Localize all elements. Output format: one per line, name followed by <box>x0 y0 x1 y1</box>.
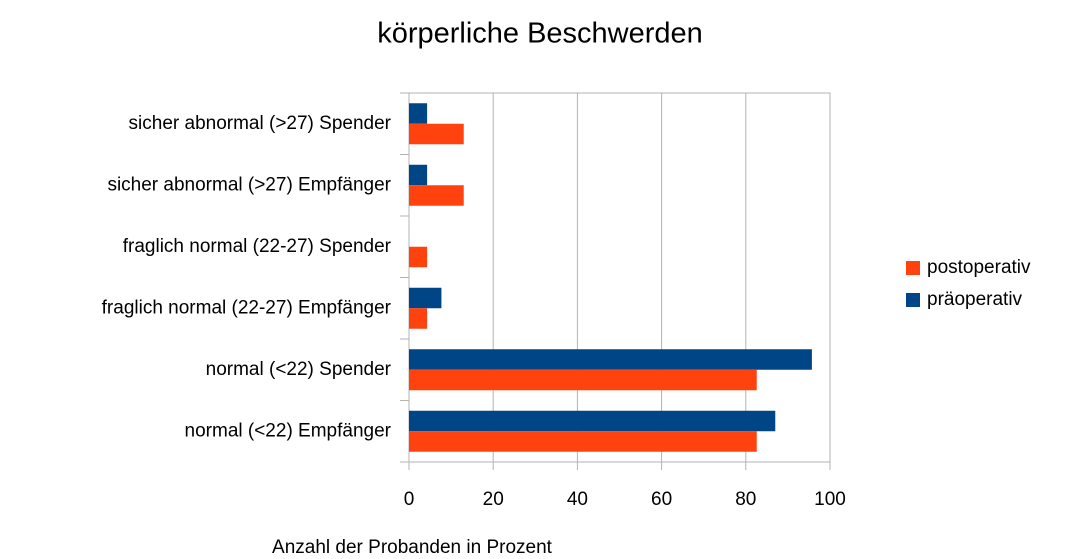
y-tick-label: sicher abnormal (>27) Spender <box>129 113 392 134</box>
plot-frame <box>408 92 831 463</box>
legend-swatch <box>906 293 920 307</box>
bar <box>409 185 464 206</box>
x-tick-label: 40 <box>567 489 588 510</box>
bar <box>409 103 428 124</box>
bar <box>409 349 812 370</box>
x-tick-label: 60 <box>651 489 672 510</box>
y-tick-label: fraglich normal (22-27) Empfänger <box>102 297 392 318</box>
y-tick-label: fraglich normal (22-27) Spender <box>123 236 392 257</box>
x-axis-label: Anzahl der Probanden in Prozent <box>272 537 553 558</box>
y-tick-label: sicher abnormal (>27) Empfänger <box>107 174 391 195</box>
x-tick-label: 0 <box>404 489 415 510</box>
x-tick-label: 20 <box>483 489 504 510</box>
legend-label: präoperativ <box>927 289 1023 310</box>
x-tick-label: 100 <box>814 489 846 510</box>
x-tick-label: 80 <box>735 489 756 510</box>
bar <box>409 369 757 391</box>
bar <box>409 287 442 309</box>
y-tick-label: normal (<22) Empfänger <box>185 420 392 441</box>
y-tick-label: normal (<22) Spender <box>206 359 392 380</box>
chart-title: körperliche Beschwerden <box>377 18 703 50</box>
bar <box>409 431 757 452</box>
legend-swatch <box>906 261 920 275</box>
legend-label: postoperativ <box>927 257 1031 278</box>
bar <box>409 410 776 432</box>
bar <box>409 308 428 329</box>
bar <box>409 246 428 268</box>
bar <box>409 164 428 186</box>
bar <box>409 123 464 145</box>
